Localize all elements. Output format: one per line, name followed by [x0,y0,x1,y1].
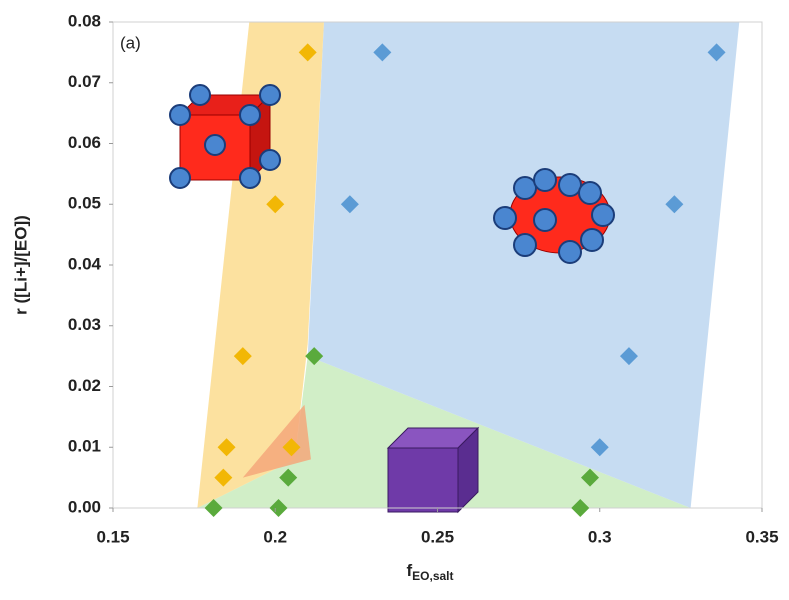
cubic-icon [169,84,281,189]
regions [197,22,740,508]
point [269,499,288,517]
point [590,438,609,457]
point [204,499,223,517]
y-tick-label: 0.03 [68,315,101,334]
y-tick-label: 0.06 [68,133,101,152]
point [217,438,236,457]
y-tick-label: 0.01 [68,437,101,456]
y-tick-label: 0.08 [68,11,101,30]
y-tick-label: 0.04 [68,254,102,273]
point [214,468,233,487]
x-tick-label: 0.2 [263,527,287,546]
point [282,438,301,457]
point [707,43,726,62]
point [571,499,590,517]
y-tick-label: 0.05 [68,194,101,213]
y-axis-label: r ([Li+]/[EO]) [11,215,30,315]
x-tick-label: 0.3 [588,527,612,546]
point [298,43,317,62]
y-tick-label: 0.00 [68,497,101,516]
point [340,195,359,214]
point [373,43,392,62]
points [204,43,726,517]
point [581,468,600,487]
x-label-main: f [406,561,412,580]
x-label-sub: EO,salt [412,569,453,583]
x-tick-label: 0.25 [421,527,454,546]
y-tick-label: 0.02 [68,376,101,395]
y-tick-label: 0.07 [68,72,101,91]
point [233,347,252,366]
cube-icon [386,426,480,514]
x-tick-label: 0.15 [96,527,129,546]
x-tick-label: 0.35 [745,527,778,546]
point [665,195,684,214]
point [619,347,638,366]
annotation: (a) [120,33,141,52]
point [305,347,324,366]
region [307,22,740,508]
point [279,468,298,487]
x-axis-label: fEO,salt [406,561,453,583]
region [242,404,311,478]
point [266,195,285,214]
hexagonal-icon [493,168,615,264]
region [197,22,324,508]
